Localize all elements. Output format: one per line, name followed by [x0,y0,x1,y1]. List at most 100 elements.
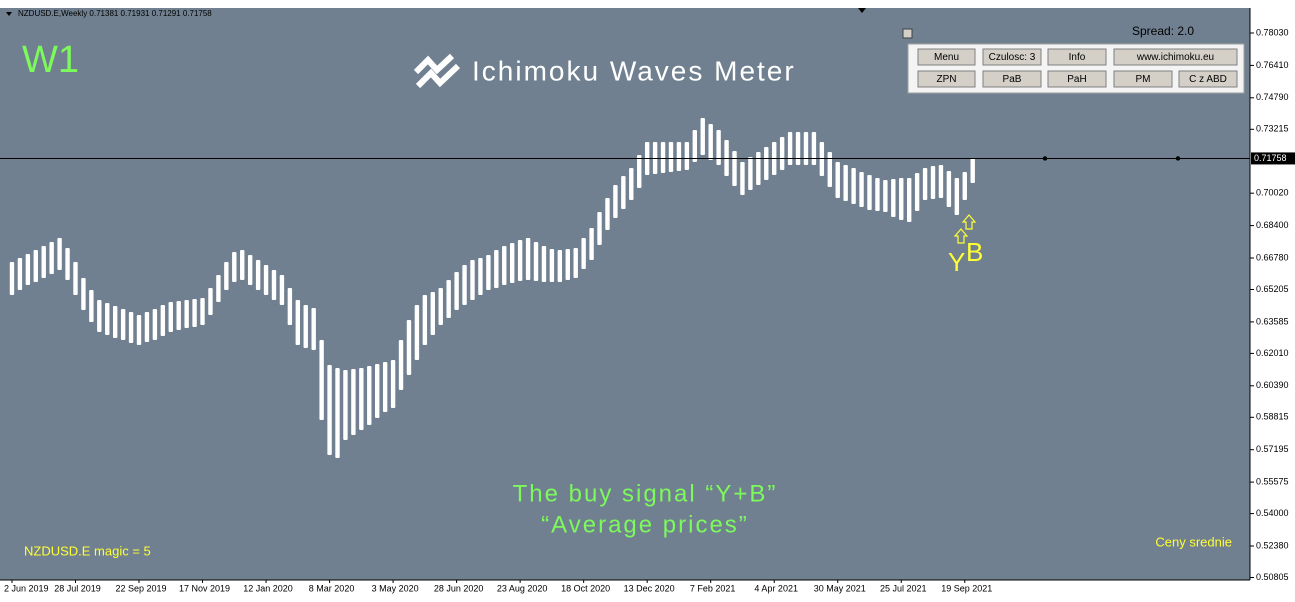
button-label: www.ichimoku.eu [1136,52,1214,63]
button[interactable]: www.ichimoku.eu [1113,48,1238,66]
bar [112,306,118,338]
bar [867,175,872,210]
last-price-label: 0.71758 [1254,153,1287,163]
x-tick-label: 25 Jul 2021 [880,583,927,593]
bar [271,270,277,300]
bar [160,305,166,336]
bar [700,118,705,155]
bar [525,238,531,280]
header: NZDUSD.E,Weekly 0.71381 0.71931 0.71291 … [18,9,212,18]
bar [224,262,229,290]
bar [430,292,435,335]
bar [787,132,793,165]
button[interactable]: Menu [917,48,976,66]
x-tick-label: 17 Nov 2019 [179,583,230,593]
x-tick-label: 28 Jun 2020 [434,583,484,593]
bar [422,295,428,345]
bar [73,262,78,295]
bar [478,258,483,295]
button[interactable]: Info [1047,48,1107,66]
button-face [1047,48,1107,66]
bar [875,178,880,211]
bar [89,290,94,322]
bar [716,130,721,165]
button[interactable]: ZPN [917,70,976,88]
last-price-box [1251,152,1295,165]
bar [938,165,944,198]
bar [247,255,253,285]
bar [49,242,54,274]
bar [406,320,412,375]
bar [446,280,451,318]
footer-right: Ceny srednie [1155,534,1232,549]
button-label: Info [1069,52,1086,63]
button-face [917,70,976,88]
bar [398,340,404,390]
logo-stroke [413,53,455,75]
bar [414,305,420,360]
bar [509,243,515,283]
bar [906,178,912,222]
x-tick-label: 28 Jul 2019 [54,583,101,593]
y-tick-label: 0.73215 [1256,124,1289,134]
bar [764,147,769,180]
bar [25,254,31,285]
bar [970,158,975,183]
y-tick-label: 0.70020 [1256,188,1289,198]
bar [843,165,848,201]
bar [859,172,864,207]
bar [303,305,308,348]
bar [819,142,825,176]
bar [795,132,801,165]
bar [120,309,126,340]
bar [803,132,809,165]
arrow [953,228,969,244]
bar [954,178,960,215]
button[interactable]: Czulosc: 3 [982,48,1042,66]
bar [105,303,110,335]
buttons: Menu Czulosc: 3 Info www.ichimoku.eu ZPN PaB P… [917,48,1238,88]
bar [65,248,70,280]
button-label: ZPN [937,74,957,85]
button[interactable]: PM [1113,70,1173,88]
bar [660,142,666,173]
button-label: PaH [1067,74,1086,85]
x-tick-label: 22 Sep 2019 [115,583,166,593]
bar [541,246,547,282]
bar [962,172,967,200]
bar [891,179,896,217]
y-tick-label: 0.60390 [1256,380,1289,390]
bar [502,246,507,285]
logo [413,53,461,89]
bar [756,152,761,185]
bar [827,152,832,187]
x-tick-label: 2 Jun 2019 [4,583,49,593]
bar [57,238,62,270]
bar [549,249,555,282]
button[interactable]: PaH [1047,70,1107,88]
bar [144,312,150,342]
bar [184,300,189,328]
button-label: Menu [934,52,959,63]
x-tick-label: 12 Jan 2020 [243,583,293,593]
footer-left: NZDUSD.E magic = 5 [24,543,151,558]
bar [613,185,618,218]
bar [573,248,578,278]
bar [533,242,539,281]
y-tick-label: 0.65205 [1256,284,1289,294]
bar [9,262,15,295]
bar [438,288,443,325]
bar [470,260,475,300]
button-label: PaB [1003,74,1022,85]
button[interactable]: C z ABD [1178,70,1238,88]
button[interactable]: PaB [982,70,1042,88]
bar [295,300,301,345]
panel-toggle[interactable] [902,28,913,39]
bar [263,265,269,295]
x-tick-label: 30 May 2021 [814,583,866,593]
x-tick-label: 18 Oct 2020 [561,583,610,593]
bar [732,151,737,186]
bar [382,362,388,412]
bar [811,132,817,165]
bar [692,130,698,162]
